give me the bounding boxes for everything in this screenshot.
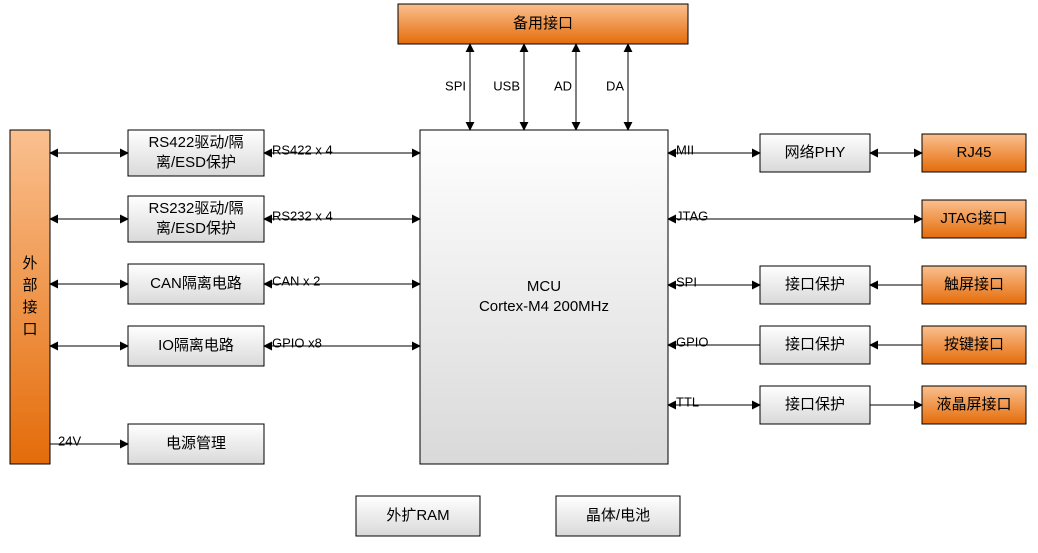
edge-label-1: USB <box>493 78 520 93</box>
label-touch: 触屏接口 <box>944 276 1004 293</box>
label-rs422-1: RS422驱动/隔 <box>148 134 243 151</box>
edge-label-5: RS232 x 4 <box>272 208 333 223</box>
label-jtag: JTAG接口 <box>940 210 1007 227</box>
edge-label-6: CAN x 2 <box>272 273 320 288</box>
label-mcu-1: MCU <box>527 278 561 295</box>
label-prot3: 接口保护 <box>785 396 845 413</box>
label-io: IO隔离电路 <box>158 337 234 354</box>
label-ext-4: 口 <box>22 321 37 338</box>
label-rs232-2: 离/ESD保护 <box>156 220 236 237</box>
label-backup: 备用接口 <box>513 15 573 32</box>
label-ext-1: 外 <box>22 255 37 272</box>
edge-label-3: DA <box>606 78 624 93</box>
edge-label-16: GPIO <box>676 334 709 349</box>
node-ext <box>10 130 50 464</box>
edge-label-17: TTL <box>676 394 699 409</box>
label-ext-3: 接 <box>22 299 37 316</box>
edge-label-2: AD <box>554 78 572 93</box>
edge-label-4: RS422 x 4 <box>272 142 333 157</box>
edge-label-14: JTAG <box>676 208 708 223</box>
label-rs422-2: 离/ESD保护 <box>156 154 236 171</box>
label-phy: 网络PHY <box>785 144 846 161</box>
label-lcd: 液晶屏接口 <box>936 396 1011 413</box>
label-ext-2: 部 <box>22 277 37 294</box>
edge-label-12: 24V <box>58 433 81 448</box>
label-prot1: 接口保护 <box>785 276 845 293</box>
edge-label-15: SPI <box>676 274 697 289</box>
label-xtal: 晶体/电池 <box>586 507 650 524</box>
label-rs232-1: RS232驱动/隔 <box>148 200 243 217</box>
label-rj45: RJ45 <box>956 144 991 161</box>
label-key: 按键接口 <box>944 336 1004 353</box>
edge-label-0: SPI <box>445 78 466 93</box>
label-mcu-2: Cortex-M4 200MHz <box>479 298 609 315</box>
label-pwr: 电源管理 <box>166 435 226 452</box>
edge-label-13: MII <box>676 142 694 157</box>
label-ram: 外扩RAM <box>386 507 449 524</box>
edge-label-7: GPIO x8 <box>272 335 322 350</box>
label-prot2: 接口保护 <box>785 336 845 353</box>
label-can: CAN隔离电路 <box>150 275 242 292</box>
